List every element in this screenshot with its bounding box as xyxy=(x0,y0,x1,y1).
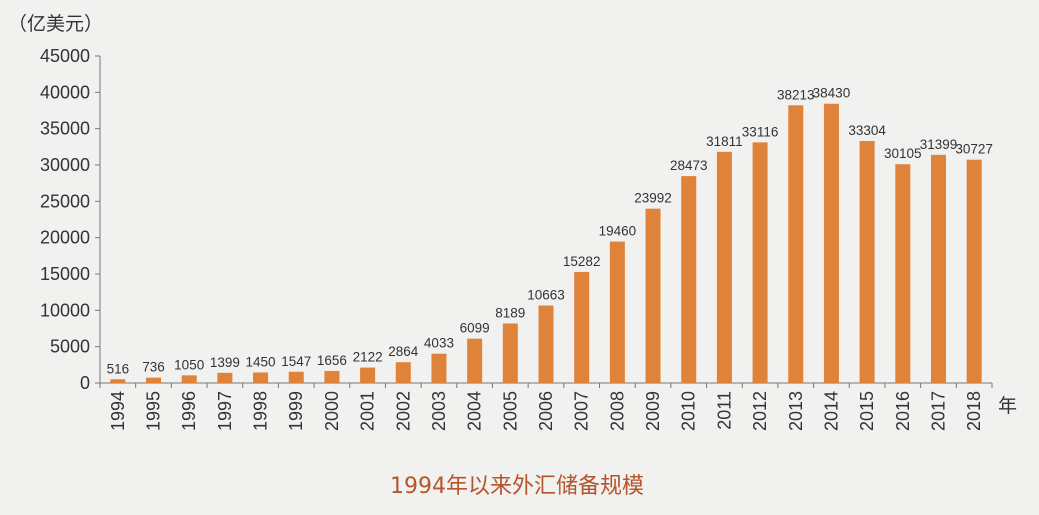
category-label-2008: 2008 xyxy=(607,391,627,431)
bar-2010 xyxy=(681,176,697,383)
bar-1995 xyxy=(146,377,162,383)
bar-1999 xyxy=(288,371,304,383)
value-label-2012: 33116 xyxy=(742,124,779,139)
value-label-2006: 10663 xyxy=(527,288,565,303)
y-axis-unit-label: （亿美元） xyxy=(8,13,103,35)
bar-2001 xyxy=(360,367,376,383)
value-label-2017: 31399 xyxy=(920,137,958,152)
y-tick-label: 35000 xyxy=(40,119,90,139)
value-label-2008: 19460 xyxy=(599,224,637,239)
bar-2018 xyxy=(966,159,982,383)
bars xyxy=(110,103,982,384)
category-labels: 1994 1995 1996 1997 1998 1999 2000 2001 2002 2003… xyxy=(108,391,984,431)
chart-title: 1994年以来外汇储备规模 xyxy=(390,474,644,499)
category-label-2013: 2013 xyxy=(786,391,806,431)
bar-2005 xyxy=(502,323,518,383)
value-label-2009: 23992 xyxy=(634,191,672,206)
bar-2004 xyxy=(467,338,483,383)
category-label-2015: 2015 xyxy=(857,391,877,431)
category-label-2006: 2006 xyxy=(536,391,556,431)
y-tick-label: 5000 xyxy=(50,337,90,357)
y-tick-label: 45000 xyxy=(40,46,90,66)
bar-2003 xyxy=(431,353,447,383)
value-label-2018: 30727 xyxy=(955,142,993,157)
value-label-1998: 1450 xyxy=(246,354,276,369)
value-label-1997: 1399 xyxy=(210,355,240,370)
value-label-2013: 38213 xyxy=(777,87,815,102)
bar-1994 xyxy=(110,379,126,383)
bar-2015 xyxy=(859,140,875,383)
bar-2009 xyxy=(645,208,661,383)
bar-2014 xyxy=(823,103,839,383)
value-label-2010: 28473 xyxy=(670,158,708,173)
category-label-2009: 2009 xyxy=(643,391,663,431)
value-label-1995: 736 xyxy=(142,360,165,375)
value-label-2004: 6099 xyxy=(460,321,490,336)
bar-2006 xyxy=(538,305,554,383)
y-tick-label: 10000 xyxy=(40,300,90,320)
value-label-2002: 2864 xyxy=(388,344,419,359)
x-axis xyxy=(99,382,993,388)
bar-1996 xyxy=(181,375,197,383)
category-label-2012: 2012 xyxy=(750,391,770,431)
bar-2012 xyxy=(752,142,768,383)
category-label-2001: 2001 xyxy=(358,391,378,431)
category-label-1994: 1994 xyxy=(108,391,128,431)
category-label-2011: 2011 xyxy=(714,391,734,430)
value-label-2000: 1656 xyxy=(317,353,347,368)
value-label-2015: 33304 xyxy=(848,123,886,138)
value-label-1996: 1050 xyxy=(174,357,204,372)
value-label-2014: 38430 xyxy=(813,86,851,101)
category-label-2002: 2002 xyxy=(393,391,413,431)
category-label-2017: 2017 xyxy=(928,391,948,431)
category-label-2003: 2003 xyxy=(429,391,449,431)
category-label-2010: 2010 xyxy=(679,391,699,431)
y-tick-label: 15000 xyxy=(40,264,90,284)
value-label-2001: 2122 xyxy=(353,350,383,365)
category-label-2005: 2005 xyxy=(500,391,520,431)
y-tick-label: 0 xyxy=(80,373,90,393)
category-label-2016: 2016 xyxy=(893,391,913,431)
bar-2011 xyxy=(716,151,732,383)
category-label-2000: 2000 xyxy=(322,391,342,431)
category-label-2018: 2018 xyxy=(964,391,984,431)
category-label-1995: 1995 xyxy=(144,391,164,431)
category-label-1997: 1997 xyxy=(215,391,235,431)
y-tick-label: 40000 xyxy=(40,82,90,102)
value-label-2005: 8189 xyxy=(495,305,525,320)
bar-2013 xyxy=(788,105,804,384)
value-label-2007: 15282 xyxy=(563,254,601,269)
bar-2017 xyxy=(930,154,946,383)
category-label-1998: 1998 xyxy=(251,391,271,431)
category-label-2004: 2004 xyxy=(465,391,485,431)
bar-2002 xyxy=(395,362,411,383)
category-label-1996: 1996 xyxy=(179,391,199,431)
category-label-2014: 2014 xyxy=(821,391,841,431)
value-label-2011: 31811 xyxy=(706,134,743,149)
x-axis-unit-label: 年 xyxy=(998,395,1017,417)
value-label-1999: 1547 xyxy=(281,354,311,369)
bar-1997 xyxy=(217,372,233,383)
value-label-2003: 4033 xyxy=(424,336,454,351)
bar-2016 xyxy=(895,164,911,383)
category-label-2007: 2007 xyxy=(572,391,592,431)
bar-2000 xyxy=(324,370,340,383)
bar-2008 xyxy=(609,241,625,383)
bar-2007 xyxy=(574,271,590,383)
bar-1998 xyxy=(253,372,269,383)
value-labels: 516 736 1050 1399 1450 1547 1656 2122 2864 4033 60… xyxy=(107,86,993,377)
y-axis: 0 5000 10000 15000 20000 25000 30000 35000 40000… xyxy=(40,46,101,393)
value-label-2016: 30105 xyxy=(884,146,922,161)
y-tick-label: 30000 xyxy=(40,155,90,175)
category-label-1999: 1999 xyxy=(286,391,306,431)
y-tick-label: 20000 xyxy=(40,228,90,248)
value-label-1994: 516 xyxy=(107,361,130,376)
y-tick-label: 25000 xyxy=(40,191,90,211)
